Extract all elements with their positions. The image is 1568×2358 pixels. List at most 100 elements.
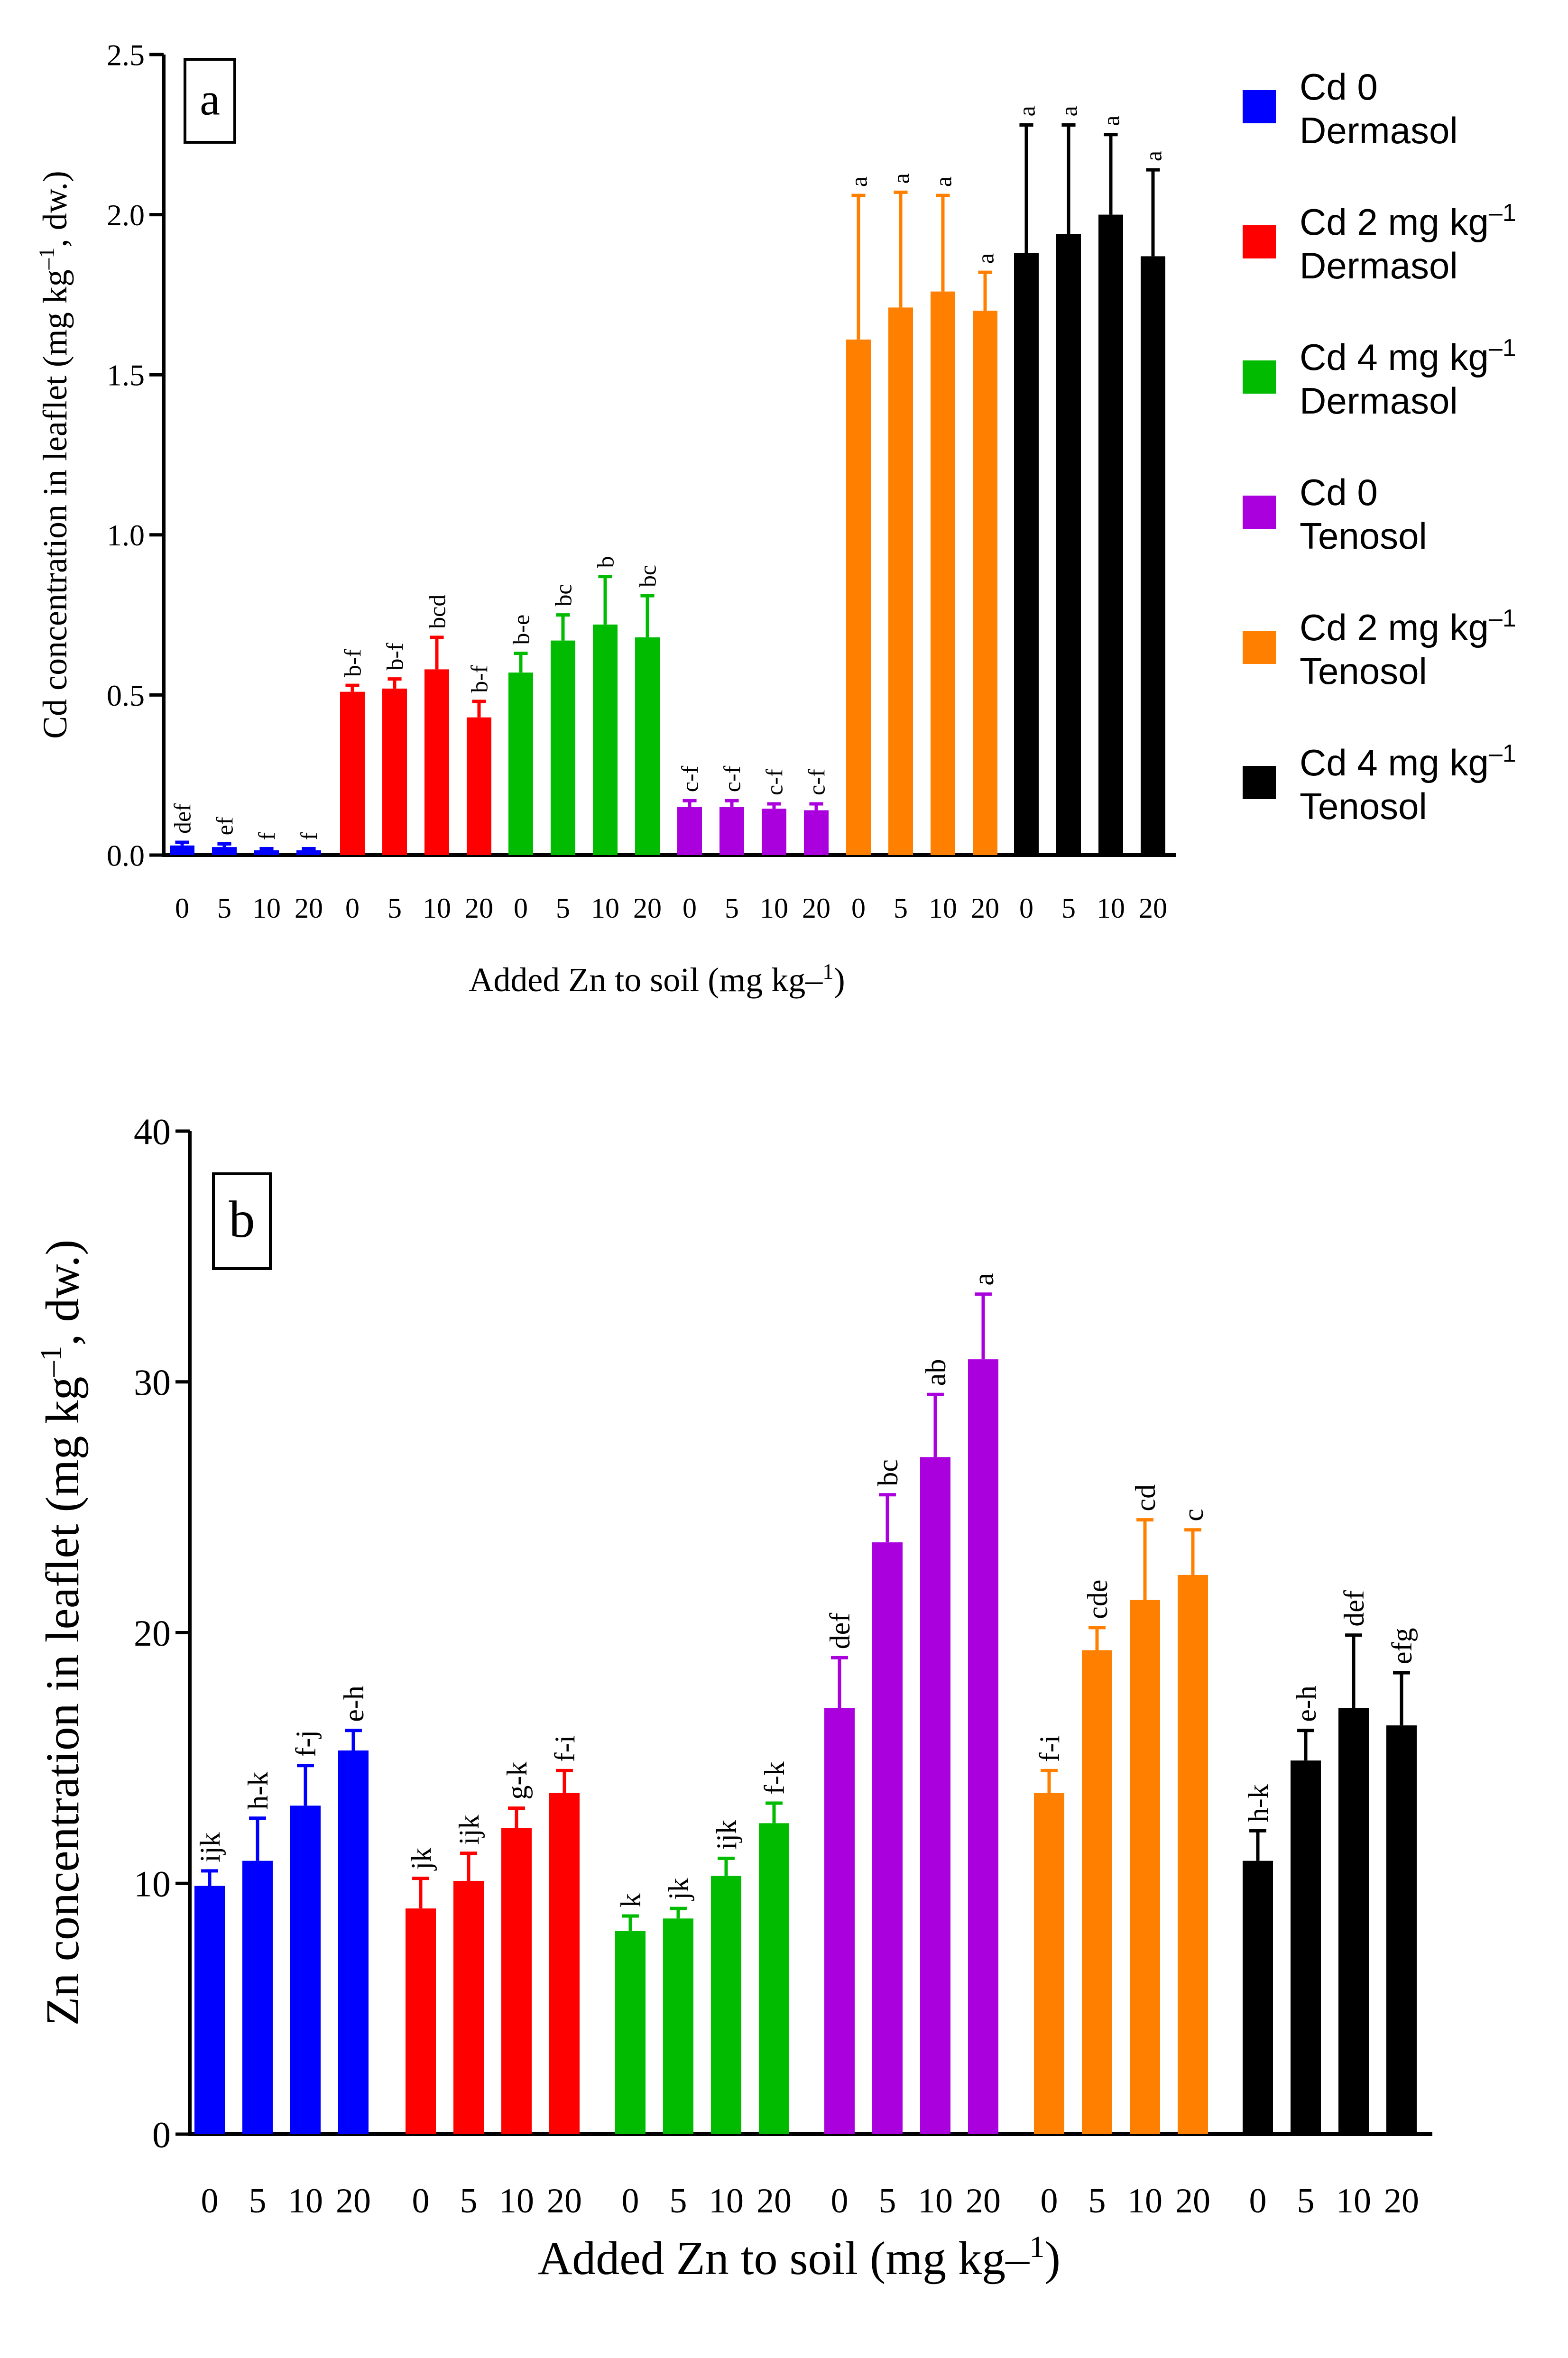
- legend-label-line2: Dermasol: [1300, 110, 1458, 151]
- legend-label-line1: Cd 4 mg kg–1: [1300, 740, 1516, 783]
- significance-letter: f-i: [549, 1735, 581, 1762]
- x-category-label: 5: [556, 893, 570, 924]
- x-category-label: 20: [966, 2182, 1001, 2220]
- x-category-label: 0: [412, 2182, 430, 2220]
- x-axis-label-end: ): [834, 961, 845, 999]
- significance-letter: a: [888, 173, 914, 184]
- significance-letter: bc: [550, 584, 577, 606]
- significance-letter: bc: [635, 565, 661, 587]
- significance-letter: def: [1338, 1590, 1370, 1627]
- legend-label-text: Cd 2 mg kg: [1300, 607, 1489, 648]
- legend-label-line2: Dermasol: [1300, 245, 1458, 286]
- legend-swatch: [1243, 496, 1276, 529]
- x-category-label: 5: [879, 2182, 896, 2220]
- significance-letter: b-f: [340, 649, 366, 677]
- legend-label-text: Cd 4 mg kg: [1300, 742, 1489, 783]
- bar: [888, 307, 913, 856]
- y-axis-label-end: , dw.): [36, 1240, 89, 1346]
- significance-letter: b-f: [382, 643, 408, 671]
- significance-letter: b-f: [466, 665, 493, 693]
- bar: [1386, 1725, 1417, 2134]
- bar: [593, 624, 618, 855]
- legend-label-text: Cd 0: [1300, 471, 1378, 513]
- y-tick-label: 30: [134, 1362, 171, 1403]
- y-tick-label: 0.5: [107, 679, 145, 712]
- y-tick-label: 2.0: [107, 198, 145, 232]
- bar: [1338, 1708, 1369, 2134]
- significance-letter: e-h: [1291, 1686, 1322, 1722]
- bar: [1034, 1793, 1064, 2134]
- significance-letter: c-f: [677, 765, 703, 792]
- x-category-label: 0: [201, 2182, 219, 2220]
- bar: [290, 1805, 321, 2134]
- chart-panel-a: 0.00.51.01.52.02.5def0ef5f10f20b-f0b-f5b…: [35, 38, 1176, 999]
- bar: [549, 1793, 580, 2134]
- bar: [508, 672, 533, 855]
- x-axis-label-sup: 1: [1029, 2230, 1045, 2264]
- bar: [551, 640, 575, 855]
- panel-label-box: [212, 1172, 272, 1270]
- significance-letter: ijk: [711, 1820, 742, 1850]
- significance-letter: jk: [663, 1878, 694, 1901]
- significance-letter: f-k: [759, 1761, 790, 1795]
- bar: [1178, 1575, 1208, 2134]
- significance-letter: ef: [212, 817, 238, 835]
- significance-letter: def: [824, 1613, 856, 1649]
- significance-letter: a: [1014, 106, 1040, 116]
- significance-letter: ijk: [194, 1832, 226, 1862]
- significance-letter: a: [1140, 151, 1167, 161]
- bar: [635, 637, 660, 855]
- significance-letter: cd: [1130, 1484, 1161, 1511]
- x-category-label: 10: [1097, 893, 1125, 924]
- significance-letter: f: [254, 832, 280, 840]
- x-category-label: 0: [851, 893, 866, 924]
- bar: [973, 311, 997, 856]
- bar: [338, 1750, 369, 2134]
- y-tick-label: 2.5: [107, 38, 145, 72]
- panel-label-box: [184, 58, 236, 144]
- significance-letter: g-k: [501, 1762, 533, 1800]
- bar: [424, 669, 449, 855]
- x-category-label: 0: [514, 893, 528, 924]
- significance-letter: bcd: [424, 595, 451, 629]
- legend-swatch: [1243, 631, 1276, 664]
- bar: [1291, 1760, 1321, 2134]
- bar: [340, 691, 365, 855]
- legend-label-line2: Dermasol: [1300, 380, 1458, 422]
- x-category-label: 10: [709, 2182, 744, 2220]
- x-category-label: 10: [1336, 2182, 1371, 2220]
- x-category-label: 10: [591, 893, 619, 924]
- legend-swatch: [1243, 360, 1276, 394]
- legend-label-text: Cd 4 mg kg: [1300, 336, 1489, 378]
- x-category-label: 5: [670, 2182, 687, 2220]
- bar: [453, 1880, 484, 2134]
- x-category-label: 5: [387, 893, 402, 924]
- y-tick-label: 0.0: [107, 838, 145, 872]
- significance-letter: a: [972, 253, 999, 264]
- bar: [824, 1708, 855, 2134]
- significance-letter: f-j: [290, 1730, 322, 1757]
- legend-label-line1: Cd 0: [1300, 471, 1378, 513]
- y-tick-label: 0: [152, 2114, 171, 2155]
- y-axis-label: Zn concentration in leaflet (mg kg–1, dw…: [34, 1240, 89, 2026]
- bar: [1082, 1650, 1112, 2134]
- x-category-label: 5: [725, 893, 739, 924]
- x-category-label: 10: [1127, 2182, 1162, 2220]
- x-category-label: 5: [894, 893, 908, 924]
- bar: [1014, 253, 1039, 855]
- significance-letter: c-f: [761, 769, 788, 795]
- significance-letter: a: [1056, 106, 1082, 116]
- significance-letter: a: [930, 176, 957, 187]
- y-tick-label: 1.0: [107, 518, 145, 552]
- x-category-label: 20: [756, 2182, 792, 2220]
- y-axis-label-sup: –1: [35, 247, 59, 270]
- significance-letter: f: [296, 832, 323, 840]
- x-axis-label-end: ): [1045, 2232, 1061, 2284]
- bar: [170, 845, 194, 855]
- bar: [762, 809, 786, 855]
- y-tick-label: 10: [134, 1863, 171, 1905]
- y-axis-label-main: Zn concentration in leaflet (mg kg: [36, 1377, 89, 2026]
- x-category-label: 20: [971, 893, 999, 924]
- legend-label-line1: Cd 2 mg kg–1: [1300, 199, 1516, 243]
- legend-swatch: [1243, 225, 1276, 258]
